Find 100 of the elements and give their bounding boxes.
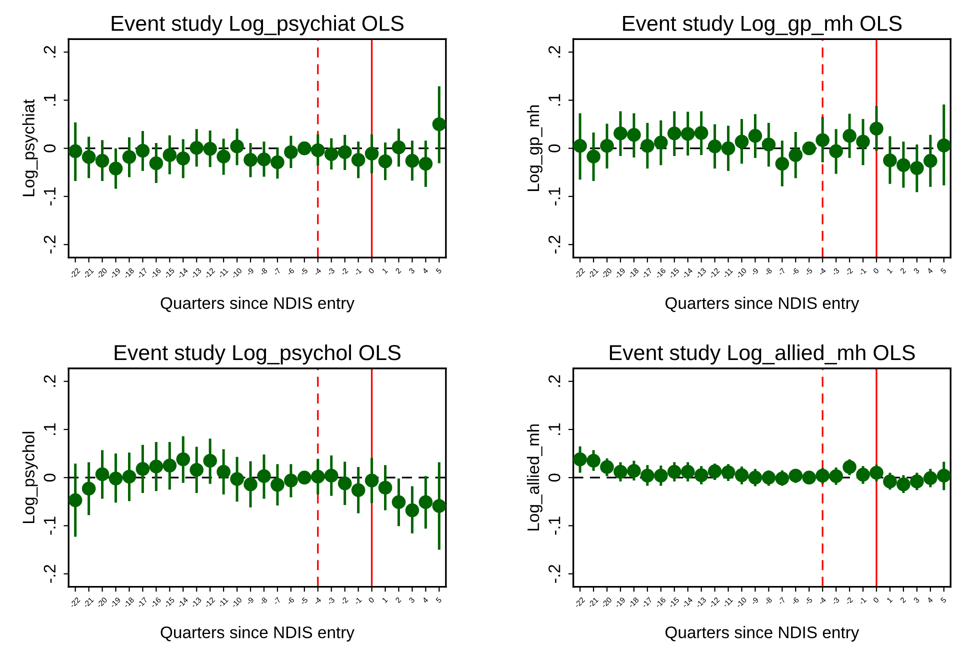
point bbox=[284, 145, 298, 160]
point bbox=[122, 150, 136, 164]
x-axis-title: Quarters since NDIS entry bbox=[665, 296, 860, 312]
point bbox=[600, 460, 614, 474]
y-tick-label: -.1 bbox=[548, 188, 560, 206]
y-axis-title: Log_allied_mh bbox=[526, 424, 542, 530]
point bbox=[364, 146, 379, 161]
point bbox=[216, 150, 230, 164]
point bbox=[775, 156, 790, 171]
point bbox=[176, 152, 190, 166]
point bbox=[298, 470, 312, 484]
point bbox=[748, 470, 762, 484]
point bbox=[721, 141, 736, 156]
point bbox=[162, 148, 177, 162]
y-tick-label: 0 bbox=[44, 144, 56, 152]
point bbox=[82, 150, 96, 164]
point bbox=[883, 474, 897, 488]
point bbox=[405, 503, 420, 518]
point bbox=[108, 472, 123, 486]
point bbox=[896, 158, 910, 172]
point bbox=[324, 147, 338, 162]
point bbox=[842, 460, 856, 474]
point bbox=[775, 472, 790, 486]
point bbox=[667, 126, 682, 140]
point bbox=[378, 480, 392, 495]
point bbox=[829, 144, 843, 158]
point bbox=[788, 148, 803, 162]
point bbox=[883, 153, 897, 168]
point bbox=[856, 134, 870, 148]
point bbox=[230, 140, 244, 154]
point bbox=[694, 468, 708, 482]
point bbox=[257, 469, 271, 484]
point bbox=[364, 474, 379, 488]
y-tick-label: -.1 bbox=[548, 516, 560, 535]
point bbox=[338, 476, 352, 490]
point bbox=[654, 136, 668, 150]
point bbox=[802, 470, 816, 484]
y-axis-title: Log_psychiat bbox=[22, 99, 38, 196]
point bbox=[910, 474, 924, 488]
point bbox=[136, 462, 150, 476]
point bbox=[680, 126, 695, 141]
y-tick-label: 0 bbox=[548, 144, 560, 152]
point bbox=[586, 150, 600, 164]
point bbox=[284, 474, 298, 488]
point bbox=[573, 452, 587, 466]
point bbox=[176, 452, 190, 466]
y-tick-label: .1 bbox=[548, 94, 560, 106]
point bbox=[721, 465, 736, 480]
chart-title: Event study Log_psychiat OLS bbox=[112, 15, 404, 36]
y-axis-title: Log_psychol bbox=[22, 432, 38, 524]
x-axis-title: Quarters since NDIS entry bbox=[160, 626, 354, 642]
point bbox=[870, 122, 884, 136]
y-tick-label: -.2 bbox=[548, 564, 560, 583]
point bbox=[310, 143, 325, 158]
point bbox=[351, 152, 366, 167]
chart-title: Event study Log_allied_mh OLS bbox=[610, 344, 915, 365]
point bbox=[244, 477, 258, 492]
x-axis-title: Quarters since NDIS entry bbox=[665, 626, 860, 642]
point bbox=[244, 152, 258, 167]
point bbox=[802, 141, 816, 156]
y-tick-label: -.2 bbox=[44, 236, 56, 254]
y-tick-label: -.1 bbox=[44, 516, 56, 535]
point bbox=[68, 493, 82, 508]
point bbox=[203, 142, 217, 156]
point bbox=[614, 126, 628, 140]
point bbox=[310, 470, 325, 484]
chart-title: Event study Log_gp_mh OLS bbox=[623, 15, 902, 36]
point bbox=[910, 161, 924, 175]
point bbox=[896, 477, 910, 492]
point bbox=[680, 464, 695, 479]
y-tick-label: .2 bbox=[44, 375, 56, 387]
y-tick-label: -.2 bbox=[44, 564, 56, 583]
point bbox=[842, 128, 856, 143]
point bbox=[190, 462, 204, 477]
point bbox=[586, 454, 600, 468]
point bbox=[640, 139, 654, 153]
point bbox=[936, 468, 951, 483]
point bbox=[923, 154, 938, 168]
point bbox=[68, 144, 82, 158]
point bbox=[108, 162, 123, 176]
x-axis-title: Quarters since NDIS entry bbox=[160, 296, 354, 312]
y-tick-label: .2 bbox=[44, 46, 56, 58]
point bbox=[418, 495, 433, 510]
point bbox=[122, 470, 136, 484]
point bbox=[203, 454, 217, 468]
point bbox=[627, 464, 641, 478]
point bbox=[392, 495, 406, 510]
point bbox=[734, 468, 749, 482]
point bbox=[856, 468, 870, 482]
point bbox=[708, 464, 722, 478]
y-tick-label: 0 bbox=[548, 474, 560, 482]
point bbox=[82, 482, 96, 496]
point bbox=[614, 464, 628, 479]
y-tick-label: .1 bbox=[44, 94, 56, 106]
point bbox=[136, 144, 150, 158]
point bbox=[573, 139, 587, 153]
point bbox=[734, 134, 749, 148]
point bbox=[149, 460, 164, 474]
point bbox=[270, 478, 284, 492]
point bbox=[816, 133, 830, 148]
